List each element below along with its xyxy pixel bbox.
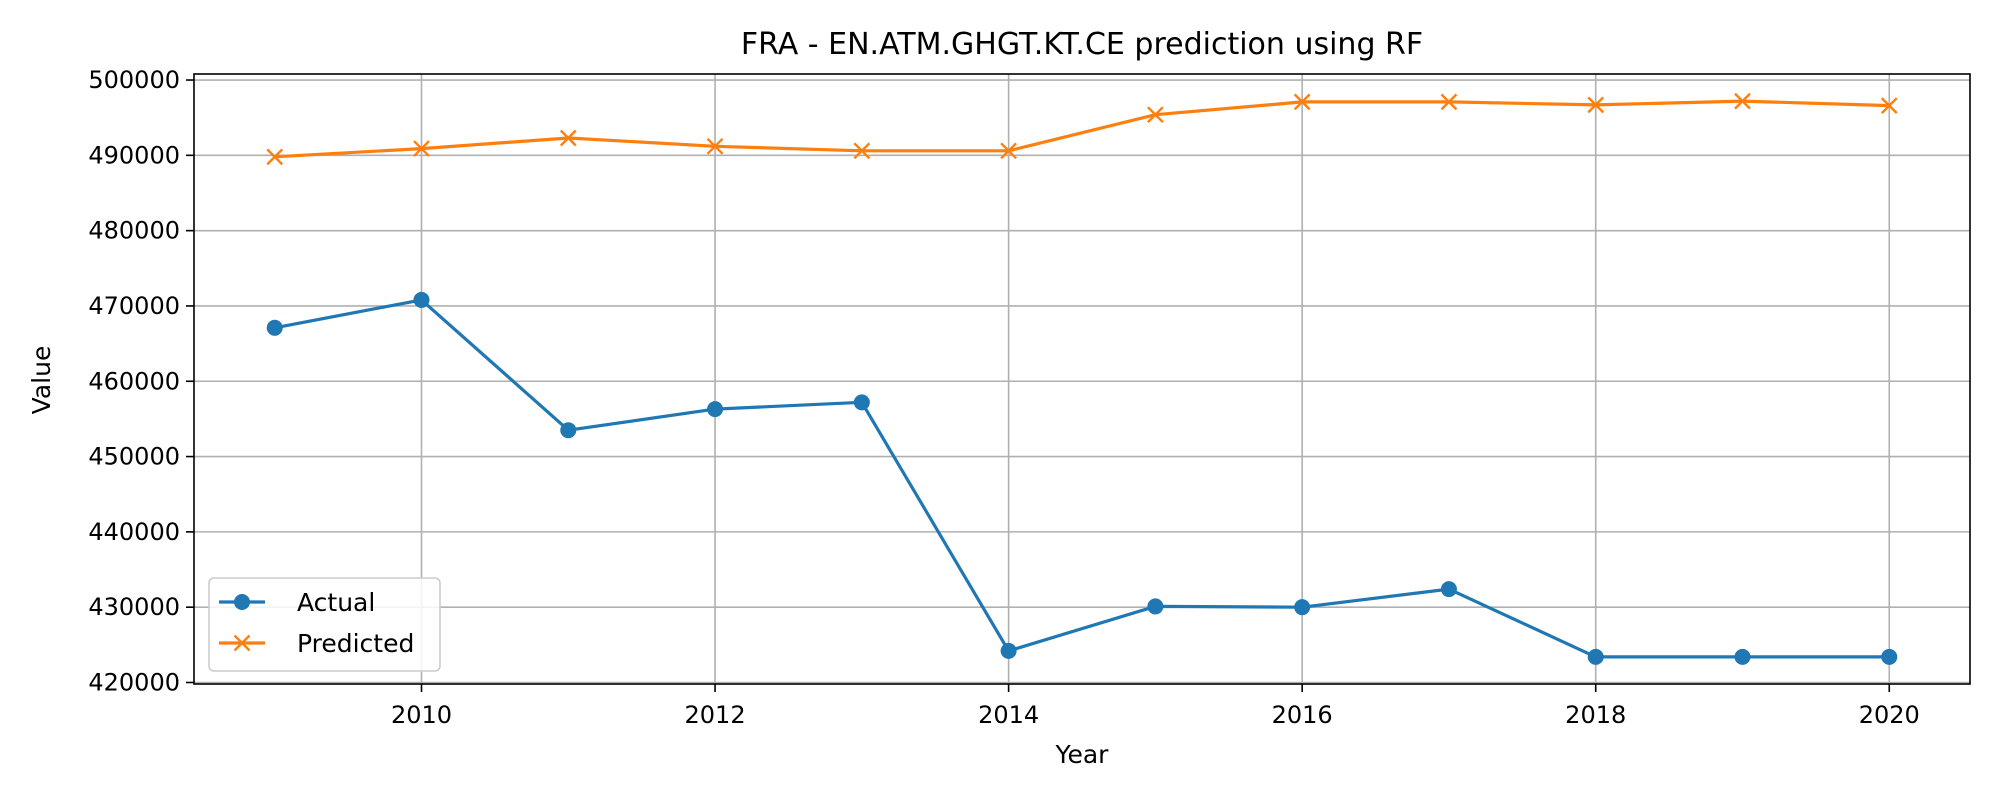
marker-stroke (559, 129, 577, 147)
data-point-actual (1881, 648, 1898, 665)
marker-stroke (1734, 92, 1751, 110)
data-point-predicted (266, 148, 284, 166)
marker-stroke (706, 137, 724, 155)
legend-label-actual: Actual (297, 588, 375, 617)
data-point-actual (1440, 581, 1457, 598)
data-point-predicted (1880, 97, 1898, 114)
marker-stroke (1440, 93, 1458, 111)
grid (194, 74, 1970, 684)
series-line-predicted (273, 99, 1891, 159)
data-point-actual (1147, 598, 1164, 615)
y-tick-label: 490000 (88, 141, 180, 169)
series-actual (266, 291, 1898, 665)
y-axis-label: Value (27, 346, 56, 415)
legend-marker (233, 634, 251, 652)
y-tick-label: 440000 (88, 518, 180, 546)
data-point-predicted (1000, 142, 1017, 160)
marker-stroke (413, 140, 430, 157)
marker-stroke (266, 148, 284, 166)
data-point-predicted (1587, 96, 1605, 114)
data-point-actual (1000, 642, 1017, 659)
marker-stroke (1587, 96, 1605, 114)
y-tick-label: 480000 (88, 217, 180, 245)
x-tick-label: 2020 (1859, 701, 1920, 729)
x-tick-label: 2012 (685, 701, 746, 729)
series-layer (266, 92, 1898, 665)
x-tick-label: 2014 (978, 701, 1039, 729)
data-point-actual (560, 422, 577, 439)
data-point-predicted (706, 137, 724, 155)
y-tick-label: 460000 (88, 367, 180, 395)
data-point-predicted (1293, 93, 1311, 111)
axis-ticks: 2010 2012 2014 2016 2018 2020 420000 430000 4400… (88, 66, 1919, 729)
data-point-actual (707, 401, 724, 418)
x-tick-label: 2018 (1565, 701, 1626, 729)
chart-title: FRA - EN.ATM.GHGT.KT.CE prediction using… (741, 27, 1423, 62)
marker-stroke (1147, 106, 1164, 124)
y-tick-label: 500000 (88, 66, 180, 94)
legend-box (208, 577, 441, 672)
x-axis-label: Year (1055, 740, 1110, 769)
series-line-actual (273, 298, 1891, 659)
marker-stroke (1293, 93, 1311, 111)
x-tick-label: 2016 (1272, 701, 1333, 729)
legend-item-actual: Actual (219, 588, 375, 617)
y-tick-label: 450000 (88, 443, 180, 471)
series-predicted (266, 92, 1898, 166)
marker-stroke (853, 142, 871, 160)
data-point-actual (1294, 599, 1311, 616)
legend: Actual Predicted (208, 577, 441, 672)
data-point-actual (1734, 648, 1751, 665)
y-tick-label: 420000 (88, 668, 180, 696)
y-tick-label: 430000 (88, 593, 180, 621)
plot-area-frame (193, 73, 1971, 685)
data-point-predicted (1440, 93, 1458, 111)
data-point-predicted (413, 140, 430, 157)
data-point-actual (1587, 648, 1604, 665)
data-point-actual (266, 319, 283, 336)
y-tick-label: 470000 (88, 292, 180, 320)
data-point-actual (413, 291, 430, 308)
data-point-actual (853, 394, 870, 411)
data-point-predicted (853, 142, 871, 160)
x-tick-label: 2010 (391, 701, 452, 729)
legend-marker (234, 594, 250, 610)
data-point-predicted (559, 129, 577, 147)
data-point-predicted (1734, 92, 1751, 110)
marker-stroke (1000, 142, 1017, 160)
legend-label-predicted: Predicted (297, 629, 414, 658)
legend-item-predicted: Predicted (219, 629, 414, 658)
marker-stroke (1880, 97, 1898, 114)
data-point-predicted (1147, 106, 1164, 124)
